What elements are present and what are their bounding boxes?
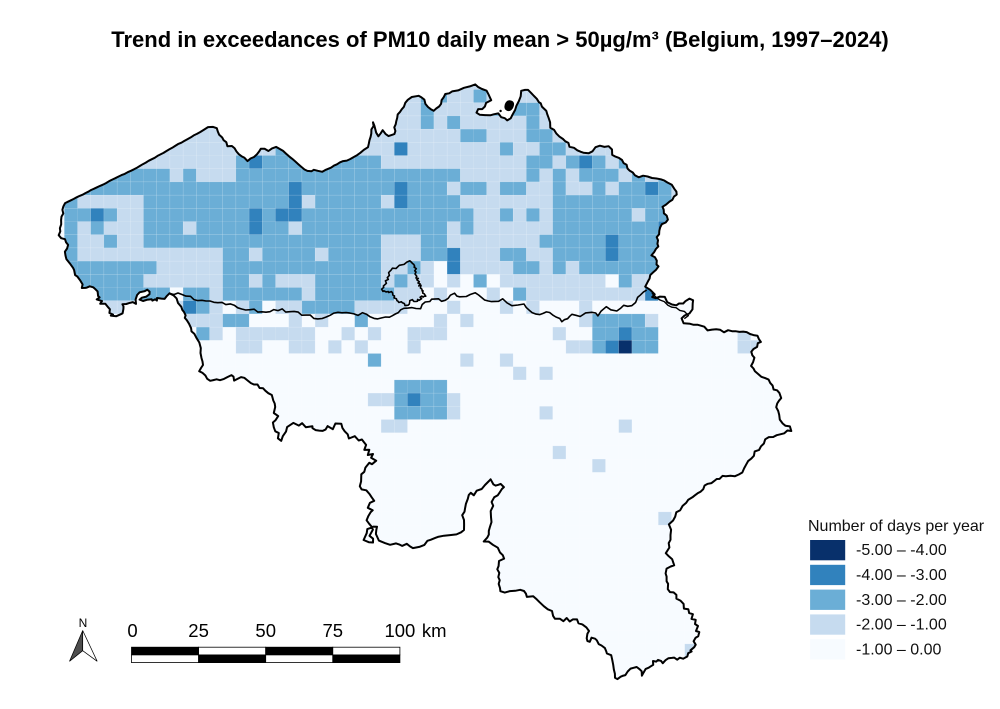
svg-text:-4.00 – -3.00: -4.00 – -3.00 (856, 567, 947, 584)
svg-text:0: 0 (127, 620, 137, 641)
svg-text:-2.00 – -1.00: -2.00 – -1.00 (856, 617, 947, 634)
svg-text:Number of days per year: Number of days per year (808, 518, 985, 535)
svg-text:km: km (422, 620, 447, 641)
svg-text:-3.00 – -2.00: -3.00 – -2.00 (856, 592, 947, 609)
svg-text:25: 25 (188, 620, 209, 641)
svg-text:N: N (79, 616, 88, 630)
svg-text:75: 75 (323, 620, 344, 641)
svg-text:100: 100 (384, 620, 415, 641)
svg-text:50: 50 (255, 620, 276, 641)
svg-text:-5.00 – -4.00: -5.00 – -4.00 (856, 542, 947, 559)
svg-text:-1.00 – 0.00: -1.00 – 0.00 (856, 641, 942, 658)
